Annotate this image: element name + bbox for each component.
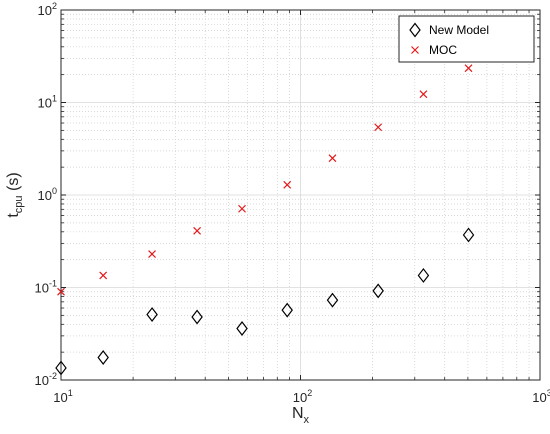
axis-ticks <box>60 10 541 381</box>
x-axis-label: Nx <box>292 405 310 426</box>
new-model-point <box>236 321 248 337</box>
major-grid <box>60 10 540 381</box>
moc-point <box>464 64 473 73</box>
legend-marker-moc <box>411 46 419 54</box>
moc-point <box>57 287 65 296</box>
new-model-point <box>191 309 203 325</box>
data-points <box>55 64 475 376</box>
y-tick-label: 101 <box>38 94 57 111</box>
new-model-point <box>326 292 339 308</box>
moc-point <box>374 123 383 132</box>
tick-labels: 101 102 103 10-2 10-1 100 101 102 <box>35 1 550 405</box>
new-model-point <box>146 307 158 323</box>
moc-point <box>283 180 292 189</box>
new-model-point <box>462 227 475 243</box>
moc-point <box>419 90 428 99</box>
moc-point <box>328 154 337 163</box>
new-model-point <box>55 360 67 376</box>
new-model-point <box>97 350 109 366</box>
new-model-point <box>417 267 430 283</box>
y-tick-label: 100 <box>38 186 57 203</box>
legend: New Model MOC <box>398 15 535 63</box>
legend-box <box>398 15 535 63</box>
legend-marker-new-model <box>409 22 421 38</box>
moc-point <box>99 271 108 280</box>
legend-symbol <box>409 22 421 38</box>
x-tick-label: 101 <box>53 388 72 405</box>
legend-symbol <box>411 46 419 54</box>
x-tick-label: 103 <box>532 388 550 405</box>
moc-point <box>238 204 246 213</box>
x-tick-label: 102 <box>293 388 312 405</box>
legend-label-new-model: New Model <box>429 23 489 37</box>
moc-point <box>193 226 202 235</box>
y-axis-label: tcpu (s) <box>5 172 25 217</box>
moc-point <box>148 250 156 258</box>
new-model-point <box>281 302 293 318</box>
y-tick-label: 10-2 <box>35 371 57 388</box>
new-model-point <box>372 283 384 299</box>
legend-label-moc: MOC <box>429 43 457 57</box>
y-tick-label: 102 <box>38 1 57 18</box>
y-tick-label: 10-1 <box>35 279 57 296</box>
